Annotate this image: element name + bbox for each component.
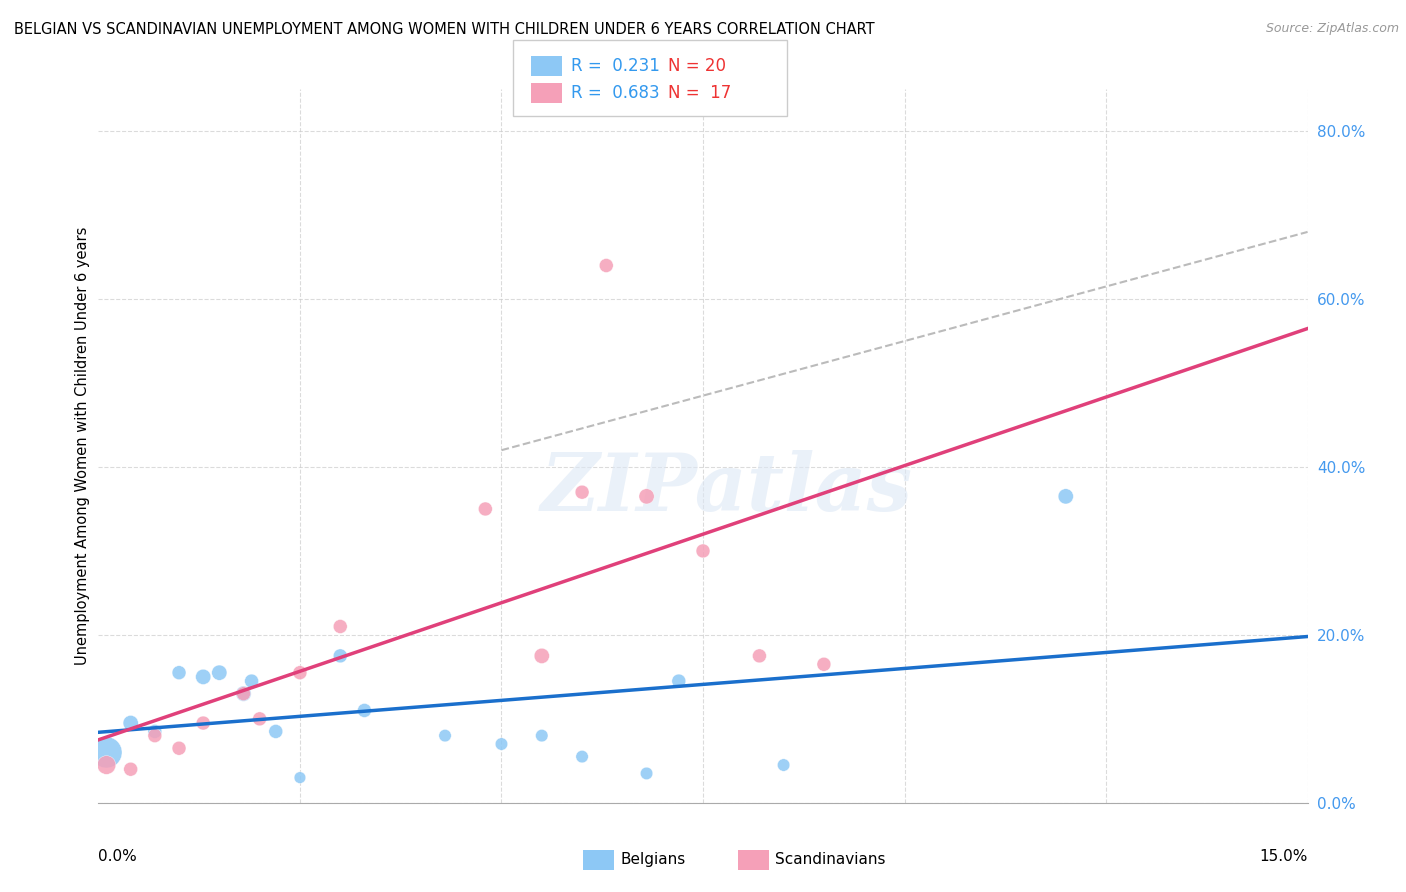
Point <box>329 619 352 633</box>
Text: ZIPatlas: ZIPatlas <box>541 450 914 527</box>
Text: N =  17: N = 17 <box>668 84 731 102</box>
Text: N = 20: N = 20 <box>668 57 725 75</box>
Text: R =  0.683: R = 0.683 <box>571 84 659 102</box>
Point <box>249 712 271 726</box>
Point <box>143 729 166 743</box>
Point <box>143 724 166 739</box>
Point <box>748 648 770 663</box>
Point <box>96 746 118 760</box>
Point <box>96 758 118 772</box>
Point <box>232 687 254 701</box>
Point <box>193 670 215 684</box>
Point <box>474 502 496 516</box>
Text: 0.0%: 0.0% <box>98 849 138 864</box>
Y-axis label: Unemployment Among Women with Children Under 6 years: Unemployment Among Women with Children U… <box>75 227 90 665</box>
Point <box>193 716 215 731</box>
Text: R =  0.231: R = 0.231 <box>571 57 659 75</box>
Text: BELGIAN VS SCANDINAVIAN UNEMPLOYMENT AMONG WOMEN WITH CHILDREN UNDER 6 YEARS COR: BELGIAN VS SCANDINAVIAN UNEMPLOYMENT AMO… <box>14 22 875 37</box>
Text: Scandinavians: Scandinavians <box>775 853 886 867</box>
Text: 15.0%: 15.0% <box>1260 849 1308 864</box>
Point <box>208 665 231 680</box>
Point <box>264 724 287 739</box>
Text: Belgians: Belgians <box>620 853 685 867</box>
Point <box>1054 489 1077 503</box>
Point <box>288 665 311 680</box>
Point <box>530 729 553 743</box>
Point <box>595 259 617 273</box>
Point <box>636 489 658 503</box>
Point <box>167 741 190 756</box>
Point <box>353 703 375 717</box>
Point <box>434 729 457 743</box>
Point <box>668 674 690 689</box>
Point <box>813 657 835 672</box>
Point <box>571 485 593 500</box>
Point <box>491 737 513 751</box>
Point <box>167 665 190 680</box>
Point <box>120 716 142 731</box>
Point <box>329 648 352 663</box>
Point <box>636 766 658 780</box>
Text: Source: ZipAtlas.com: Source: ZipAtlas.com <box>1265 22 1399 36</box>
Point <box>240 674 263 689</box>
Point <box>288 771 311 785</box>
Point <box>772 758 794 772</box>
Point <box>692 544 714 558</box>
Point <box>120 762 142 776</box>
Point <box>530 648 553 663</box>
Point <box>232 687 254 701</box>
Point <box>571 749 593 764</box>
